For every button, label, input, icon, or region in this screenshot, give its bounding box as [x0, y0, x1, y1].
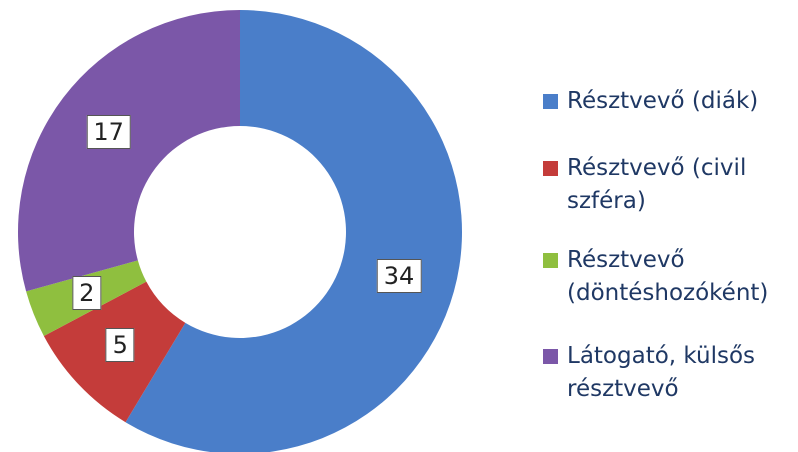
- legend-label: Résztvevő (diák): [567, 88, 759, 114]
- legend-item: Résztvevő (civil szféra): [543, 152, 793, 218]
- legend-swatch: [543, 349, 558, 364]
- donut-segment: [17, 10, 241, 292]
- legend-label: Látogató, külsős résztvevő: [567, 343, 756, 402]
- legend-swatch: [543, 94, 558, 109]
- legend-item: Résztvevő (döntéshozóként): [543, 244, 793, 310]
- legend-label: Résztvevő (civil szféra): [567, 155, 747, 214]
- data-label: 2: [72, 276, 102, 311]
- data-label: 34: [376, 259, 422, 294]
- legend-swatch: [543, 253, 558, 268]
- legend-swatch: [543, 161, 558, 176]
- legend-label: Résztvevő (döntéshozóként): [567, 247, 769, 306]
- data-label: 5: [105, 328, 135, 363]
- legend-item: Látogató, külsős résztvevő: [543, 340, 793, 406]
- donut-segment: [125, 10, 462, 452]
- data-label: 17: [86, 115, 131, 150]
- legend-item: Résztvevő (diák): [543, 85, 793, 118]
